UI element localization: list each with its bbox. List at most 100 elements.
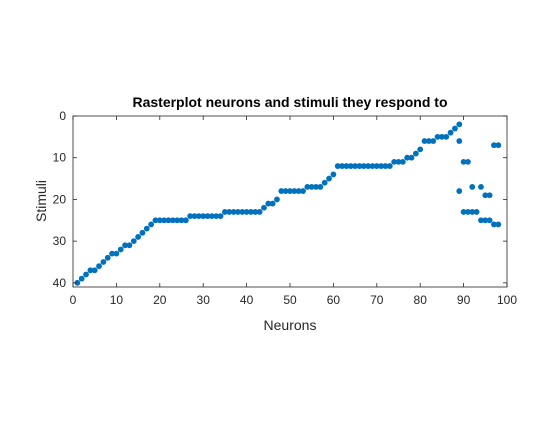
data-point: [460, 158, 467, 165]
data-point: [373, 163, 380, 169]
data-point: [408, 154, 415, 161]
data-point: [452, 125, 458, 132]
data-point: [395, 158, 402, 165]
data-point: [421, 138, 428, 144]
data-point: [239, 209, 246, 215]
data-point: [256, 209, 263, 215]
data-point: [425, 138, 432, 144]
data-point: [300, 188, 306, 194]
data-point: [278, 188, 285, 194]
data-point: [195, 213, 202, 219]
data-point: [83, 271, 89, 278]
data-point: [343, 163, 350, 169]
data-point: [208, 213, 215, 219]
data-point: [495, 142, 502, 149]
data-point: [404, 154, 411, 161]
data-point: [117, 246, 124, 253]
x-tick-label: 0: [70, 293, 77, 307]
x-tick-label: 40: [240, 293, 254, 307]
data-point: [261, 204, 267, 211]
data-points: [74, 121, 502, 286]
data-point: [391, 158, 398, 165]
data-point: [469, 184, 476, 190]
data-point: [87, 267, 94, 274]
x-axis-label: Neurons: [264, 317, 317, 333]
data-point: [417, 146, 424, 153]
data-point: [378, 163, 385, 169]
data-point: [235, 209, 241, 215]
data-point: [122, 242, 128, 249]
data-point: [104, 254, 111, 261]
data-point: [465, 158, 471, 165]
data-point: [187, 213, 194, 219]
y-tick-label: 20: [53, 192, 67, 206]
data-point: [478, 184, 484, 190]
data-point: [491, 142, 497, 149]
data-point: [139, 229, 146, 236]
data-point: [369, 163, 376, 169]
data-point: [291, 188, 298, 194]
data-point: [226, 209, 233, 215]
x-axis-ticks: 0 10 20 30 40 50 60 70 80 90 100: [70, 116, 517, 307]
data-point: [456, 138, 463, 144]
x-tick-label: 100: [497, 293, 517, 307]
data-point: [495, 221, 502, 228]
data-point: [287, 188, 293, 194]
data-point: [200, 213, 207, 219]
data-point: [447, 129, 454, 136]
data-point: [486, 192, 493, 199]
data-point: [434, 133, 441, 140]
chart-title: Rasterplot neurons and stimuli they resp…: [132, 94, 447, 110]
data-point: [482, 217, 489, 224]
data-point: [78, 275, 85, 282]
data-point: [143, 225, 150, 232]
data-point: [360, 163, 367, 169]
data-point: [265, 200, 272, 207]
data-point: [486, 217, 493, 224]
data-point: [308, 184, 315, 190]
x-tick-label: 80: [414, 293, 428, 307]
data-point: [304, 184, 311, 190]
data-point: [109, 250, 115, 257]
y-axis-ticks: 0 10 20 30 40: [53, 109, 507, 290]
x-tick-label: 50: [283, 293, 297, 307]
data-point: [473, 209, 480, 215]
data-point: [113, 250, 120, 257]
data-point: [74, 279, 81, 286]
x-tick-label: 10: [110, 293, 124, 307]
x-tick-label: 70: [370, 293, 384, 307]
x-tick-label: 60: [327, 293, 341, 307]
data-point: [135, 234, 142, 240]
plot-area: [73, 116, 507, 287]
data-point: [174, 217, 181, 224]
data-point: [399, 158, 406, 165]
data-point: [295, 188, 302, 194]
data-point: [321, 179, 328, 186]
data-point: [347, 163, 354, 169]
data-point: [352, 163, 358, 169]
data-point: [365, 163, 372, 169]
data-point: [222, 209, 228, 215]
data-point: [243, 209, 250, 215]
data-point: [339, 163, 345, 169]
data-point: [317, 184, 324, 190]
data-point: [269, 200, 276, 207]
data-point: [217, 213, 224, 219]
y-axis-label: Stimuli: [33, 180, 49, 222]
data-point: [165, 217, 172, 224]
data-point: [313, 184, 319, 190]
data-point: [161, 217, 168, 224]
data-point: [356, 163, 363, 169]
data-point: [456, 188, 463, 194]
data-point: [443, 133, 450, 140]
data-point: [96, 263, 102, 270]
data-point: [213, 213, 220, 219]
y-tick-label: 0: [59, 109, 66, 123]
data-point: [430, 138, 437, 144]
data-point: [156, 217, 163, 224]
data-point: [478, 217, 484, 224]
data-point: [439, 133, 445, 140]
data-point: [182, 217, 189, 224]
